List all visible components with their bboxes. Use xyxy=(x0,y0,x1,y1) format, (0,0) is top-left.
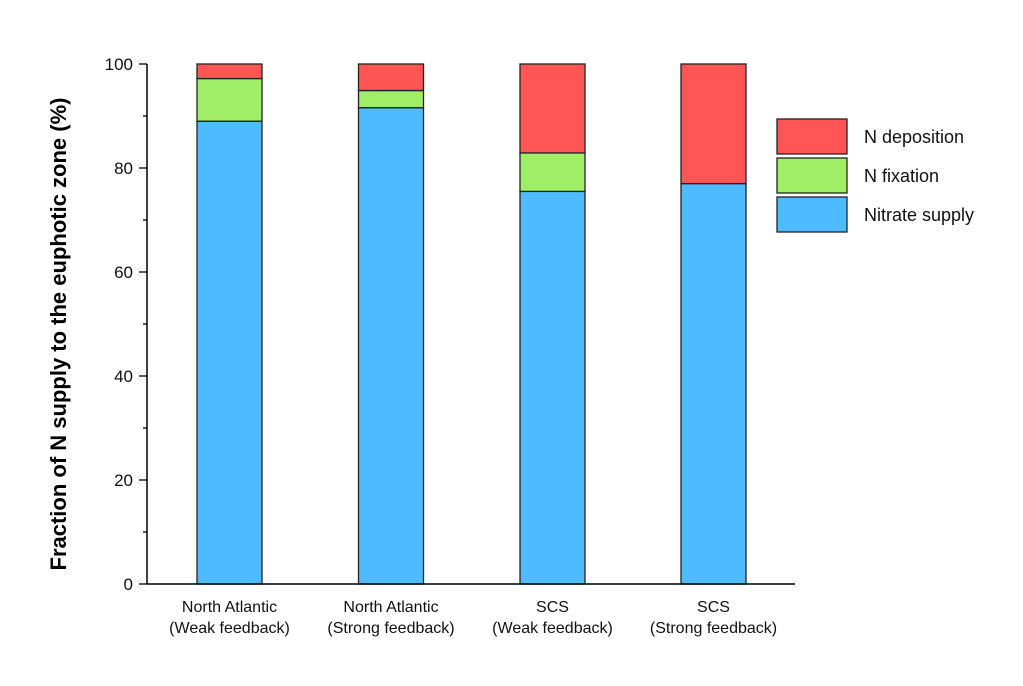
y-tick-label: 60 xyxy=(114,263,133,282)
y-axis-label: Fraction of N supply to the euphotic zon… xyxy=(46,98,71,571)
legend-label: N deposition xyxy=(864,127,964,147)
bar-nitrate-supply xyxy=(519,190,586,585)
bar-n-deposition xyxy=(680,63,747,185)
legend-swatch xyxy=(776,118,848,155)
bar-n-deposition xyxy=(357,63,425,92)
x-tick-label: (Strong feedback) xyxy=(327,620,454,637)
x-tick-label: North Atlantic xyxy=(343,599,438,616)
y-tick-label: 0 xyxy=(124,575,133,594)
x-tick-label: (Weak feedback) xyxy=(169,620,290,637)
bar-n-deposition xyxy=(519,63,586,154)
x-tick-label: (Strong feedback) xyxy=(650,620,777,637)
bar-nitrate-supply xyxy=(357,107,425,585)
y-tick-label: 100 xyxy=(105,55,133,74)
x-tick-label: SCS xyxy=(697,599,730,616)
bar-n-fixation xyxy=(357,89,425,109)
legend-label: N fixation xyxy=(864,166,939,186)
bar-nitrate-supply xyxy=(196,120,263,585)
bar-nitrate-supply xyxy=(680,182,747,585)
x-tick-label: (Weak feedback) xyxy=(492,620,613,637)
y-tick-label: 20 xyxy=(114,471,133,490)
y-tick-label: 40 xyxy=(114,367,133,386)
y-tick-label: 80 xyxy=(114,159,133,178)
bar-n-fixation xyxy=(519,152,586,193)
x-tick-label: SCS xyxy=(536,599,569,616)
bar-n-deposition xyxy=(196,63,263,80)
legend-swatch xyxy=(776,196,848,233)
bar-n-fixation xyxy=(196,77,263,122)
x-tick-label: North Atlantic xyxy=(182,599,277,616)
legend-label: Nitrate supply xyxy=(864,205,974,225)
legend-swatch xyxy=(776,157,848,194)
